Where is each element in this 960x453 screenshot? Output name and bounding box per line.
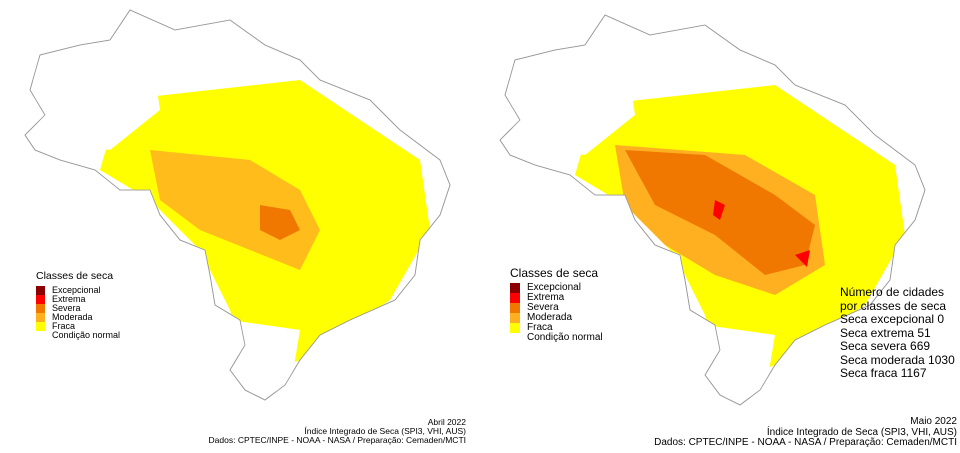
stats-heading: por classes de seca: [840, 298, 947, 313]
legend-label: Moderada: [52, 312, 93, 322]
credits-right: Maio 2022 Índice Integrado de Seca (SPI3…: [654, 416, 957, 449]
credits-left: Abril 2022 Índice Integrado de Seca (SPI…: [209, 418, 466, 445]
legend-label: Severa: [52, 303, 81, 313]
legend-swatch: [36, 295, 45, 304]
legend-swatch: [510, 333, 520, 343]
region-normal-south: [705, 325, 775, 400]
legend-swatch: [510, 323, 520, 333]
stats-line: Seca fraca 1167: [840, 366, 927, 380]
legend-label: Excepcional: [52, 285, 101, 295]
legend-left: Classes de seca Excepcional Extrema Seve…: [36, 270, 120, 340]
legend-right: Classes de seca Excepcional Extrema Seve…: [510, 266, 603, 343]
legend-label: Excepcional: [527, 282, 581, 293]
legend-label: Condição normal: [527, 332, 603, 343]
stats-heading: Número de cidades: [840, 285, 945, 299]
legend-label: Severa: [527, 302, 559, 313]
legend-item: Severa: [510, 303, 603, 313]
map-date: Abril 2022: [427, 417, 466, 427]
data-source: Dados: CPTEC/INPE - NOAA - NASA / Prepar…: [654, 437, 957, 448]
map-date: Maio 2022: [910, 416, 957, 427]
region-extrema: [713, 200, 810, 267]
legend-swatch: [510, 293, 520, 303]
legend-item: Excepcional: [510, 283, 603, 293]
region-normal-northwest: [30, 40, 160, 150]
legend-item: Extrema: [36, 295, 120, 304]
legend-label: Moderada: [527, 312, 573, 323]
region-normal-northwest: [505, 45, 635, 155]
legend-swatch: [36, 313, 45, 322]
legend-swatch: [36, 286, 45, 295]
legend-title: Classes de seca: [36, 270, 114, 282]
region-normal-south: [230, 320, 300, 395]
legend-label: Extrema: [52, 294, 86, 304]
legend-item: Moderada: [510, 313, 603, 323]
legend-item: Condição normal: [510, 333, 603, 343]
legend-label: Extrema: [527, 292, 565, 303]
legend-swatch: [36, 322, 45, 331]
legend-swatch: [510, 283, 520, 293]
legend-label: Fraca: [52, 321, 76, 331]
legend-item: Fraca: [510, 323, 603, 333]
map-may-2022: [499, 14, 926, 406]
legend-item: Extrema: [510, 293, 603, 303]
index-name: Índice Integrado de Seca (SPI3, VHI, AUS…: [304, 426, 466, 436]
legend-item: Excepcional: [36, 286, 120, 295]
stats-line: Seca moderada 1030: [840, 352, 955, 367]
stats-line: Seca severa 669: [840, 339, 931, 353]
stats-line: Seca excepcional 0: [840, 312, 945, 326]
stats-line: Seca extrema 51: [840, 325, 931, 340]
legend-item: Condição normal: [36, 331, 120, 340]
legend-label: Condição normal: [52, 330, 121, 340]
index-name: Índice Integrado de Seca (SPI3, VHI, AUS…: [766, 426, 957, 438]
region-moderada: [150, 150, 320, 270]
legend-item: Fraca: [36, 322, 120, 331]
legend-swatch: [36, 331, 45, 340]
legend-swatch: [36, 304, 45, 313]
map-april-2022: [24, 9, 451, 401]
legend-swatch: [510, 303, 520, 313]
legend-item: Severa: [36, 304, 120, 313]
legend-swatch: [510, 313, 520, 323]
data-source: Dados: CPTEC/INPE - NOAA - NASA / Prepar…: [208, 435, 466, 445]
city-count-stats: Número de cidades por classes de seca Se…: [840, 285, 955, 381]
legend-label: Fraca: [527, 322, 553, 333]
region-severa: [260, 205, 300, 240]
legend-title: Classes de seca: [510, 266, 599, 280]
legend-item: Moderada: [36, 313, 120, 322]
